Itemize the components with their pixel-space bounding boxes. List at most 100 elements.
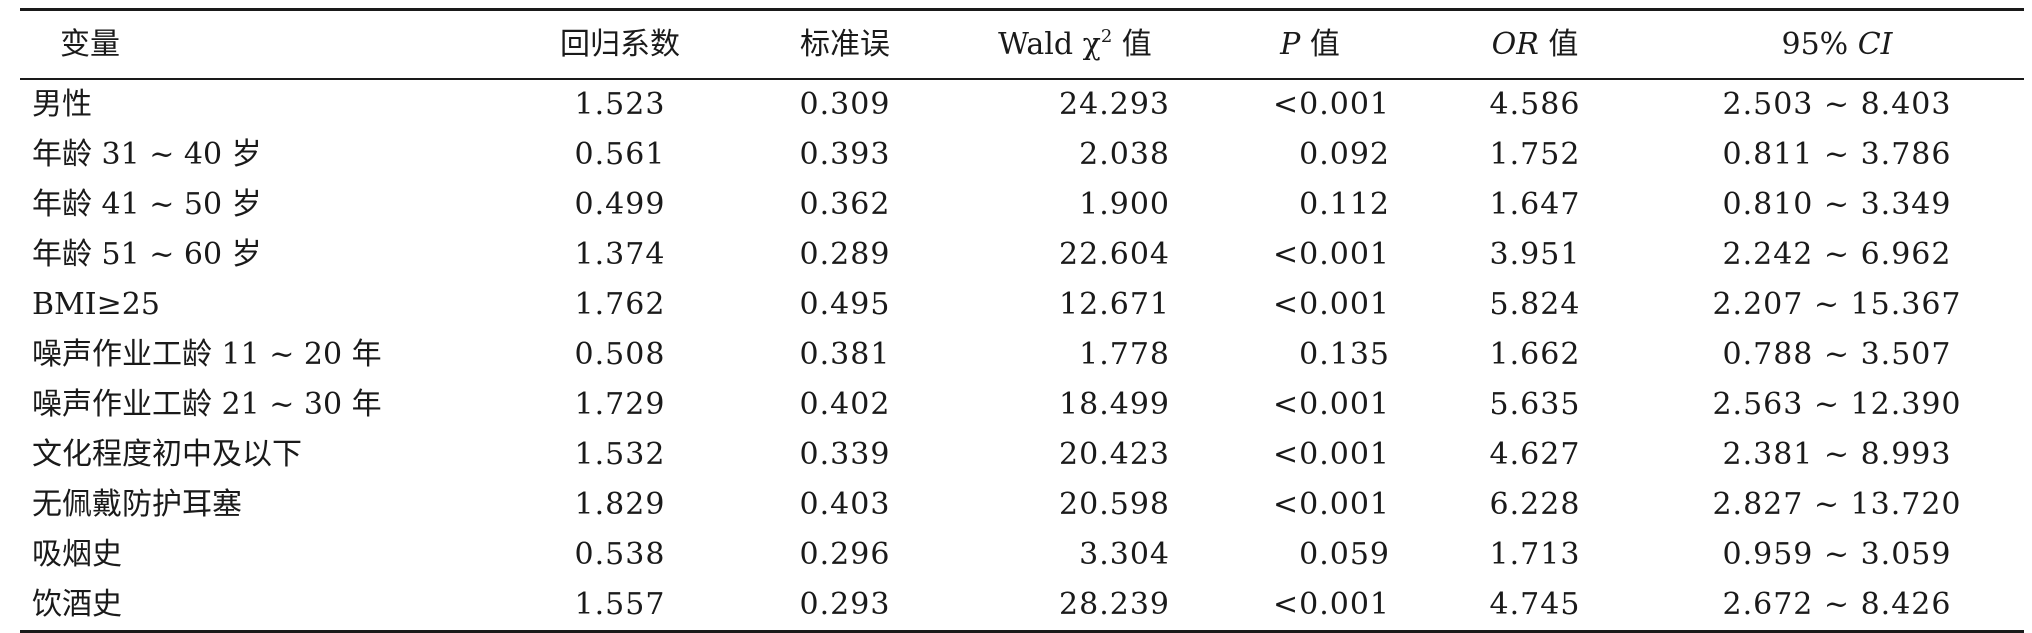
table-row: 无佩戴防护耳塞 1.829 0.403 20.598 <0.001 6.228 2.827 … — [20, 480, 2024, 530]
header-ci-prefix: 95% — [1781, 26, 1858, 62]
cell-odds-ratio: 4.745 — [1489, 587, 1581, 622]
cell-odds-ratio: 1.647 — [1489, 187, 1581, 222]
cell-variable: 饮酒史 — [32, 587, 122, 622]
cell-odds-ratio: 1.713 — [1489, 537, 1581, 572]
cell-coefficient: 0.538 — [574, 537, 666, 572]
cell-p-value: <0.001 — [1272, 437, 1390, 472]
cell-wald: 3.304 — [1079, 537, 1170, 572]
cell-variable: 噪声作业工龄 11 ~ 20 年 — [32, 337, 382, 372]
cell-standard-error: 0.296 — [799, 537, 891, 572]
table-row: 年龄 41 ~ 50 岁 0.499 0.362 1.900 0.112 1.647 0.8… — [20, 180, 2024, 230]
cell-standard-error: 0.362 — [799, 187, 891, 222]
header-p-suffix: 值 — [1300, 26, 1340, 62]
header-confidence-interval: 95% CI — [1650, 10, 2024, 80]
cell-odds-ratio: 1.662 — [1489, 337, 1581, 372]
cell-confidence-interval: 0.959 ~ 3.059 — [1722, 537, 1952, 572]
cell-odds-ratio: 4.586 — [1489, 87, 1581, 122]
cell-confidence-interval: 2.503 ~ 8.403 — [1722, 87, 1952, 122]
header-p-value: P 值 — [1200, 10, 1420, 80]
cell-coefficient: 1.729 — [574, 387, 666, 422]
cell-wald: 1.900 — [1079, 187, 1170, 222]
cell-p-value: <0.001 — [1272, 237, 1390, 272]
cell-standard-error: 0.381 — [799, 337, 891, 372]
cell-p-value: <0.001 — [1272, 487, 1390, 522]
header-wald: Wald χ2 值 — [950, 10, 1200, 80]
cell-variable: 文化程度初中及以下 — [32, 437, 302, 472]
cell-p-value: 0.112 — [1299, 187, 1390, 222]
header-or-italic: OR — [1491, 26, 1539, 62]
cell-odds-ratio: 6.228 — [1489, 487, 1581, 522]
header-standard-error: 标准误 — [800, 26, 890, 62]
cell-wald: 1.778 — [1079, 337, 1170, 372]
cell-coefficient: 1.557 — [574, 587, 666, 622]
table-row: 吸烟史 0.538 0.296 3.304 0.059 1.713 0.959 ~ 3.05… — [20, 530, 2024, 580]
cell-wald: 20.598 — [1059, 487, 1170, 522]
cell-p-value: 0.092 — [1299, 137, 1390, 172]
cell-variable: 男性 — [32, 87, 92, 122]
cell-odds-ratio: 4.627 — [1489, 437, 1581, 472]
cell-odds-ratio: 3.951 — [1489, 237, 1581, 272]
table-row: 噪声作业工龄 21 ~ 30 年 1.729 0.402 18.499 <0.001 5.… — [20, 380, 2024, 430]
cell-p-value: <0.001 — [1272, 587, 1390, 622]
cell-confidence-interval: 2.827 ~ 13.720 — [1712, 487, 1962, 522]
cell-confidence-interval: 2.381 ~ 8.993 — [1722, 437, 1952, 472]
cell-confidence-interval: 2.672 ~ 8.426 — [1722, 587, 1952, 622]
cell-p-value: <0.001 — [1272, 387, 1390, 422]
cell-standard-error: 0.403 — [799, 487, 891, 522]
cell-wald: 18.499 — [1059, 387, 1170, 422]
regression-table-container: 变量 回归系数 标准误 Wald χ2 值 P 值 OR 值 95% CI 男性… — [20, 8, 2024, 633]
cell-standard-error: 0.402 — [799, 387, 891, 422]
cell-confidence-interval: 0.788 ~ 3.507 — [1722, 337, 1952, 372]
header-p-italic: P — [1280, 26, 1301, 62]
cell-wald: 2.038 — [1079, 137, 1170, 172]
table-body: 男性 1.523 0.309 24.293 <0.001 4.586 2.503 ~ 8.4… — [20, 79, 2024, 632]
cell-wald: 28.239 — [1059, 587, 1170, 622]
header-odds-ratio: OR 值 — [1420, 10, 1650, 80]
cell-wald: 22.604 — [1059, 237, 1170, 272]
header-wald-superscript: 2 — [1100, 25, 1113, 47]
header-variable: 变量 — [60, 26, 120, 62]
cell-variable: 无佩戴防护耳塞 — [32, 487, 242, 522]
header-coefficient: 回归系数 — [560, 26, 680, 62]
cell-odds-ratio: 1.752 — [1489, 137, 1581, 172]
header-or-suffix: 值 — [1538, 26, 1579, 62]
cell-standard-error: 0.289 — [799, 237, 891, 272]
table-row: 噪声作业工龄 11 ~ 20 年 0.508 0.381 1.778 0.135 1.66… — [20, 330, 2024, 380]
table-header-row: 变量 回归系数 标准误 Wald χ2 值 P 值 OR 值 95% CI — [20, 9, 2024, 80]
cell-wald: 12.671 — [1059, 287, 1170, 322]
cell-standard-error: 0.293 — [799, 587, 891, 622]
cell-variable: 吸烟史 — [32, 537, 122, 572]
cell-coefficient: 1.374 — [574, 237, 666, 272]
cell-wald: 24.293 — [1059, 87, 1170, 122]
header-wald-prefix: Wald χ — [998, 26, 1101, 62]
table-row: BMI≥25 1.762 0.495 12.671 <0.001 5.824 2.207 ~… — [20, 280, 2024, 330]
cell-p-value: 0.059 — [1299, 537, 1390, 572]
cell-coefficient: 0.508 — [574, 337, 666, 372]
table-row: 男性 1.523 0.309 24.293 <0.001 4.586 2.503 ~ 8.4… — [20, 79, 2024, 130]
cell-variable: 年龄 51 ~ 60 岁 — [32, 237, 262, 272]
header-wald-suffix: 值 — [1112, 26, 1152, 62]
cell-standard-error: 0.339 — [799, 437, 891, 472]
cell-coefficient: 1.532 — [574, 437, 666, 472]
cell-coefficient: 1.829 — [574, 487, 666, 522]
cell-confidence-interval: 2.207 ~ 15.367 — [1712, 287, 1962, 322]
cell-coefficient: 0.561 — [574, 137, 666, 172]
cell-coefficient: 0.499 — [574, 187, 666, 222]
table-row: 年龄 31 ~ 40 岁 0.561 0.393 2.038 0.092 1.752 0.8… — [20, 130, 2024, 180]
cell-standard-error: 0.495 — [799, 287, 891, 322]
cell-confidence-interval: 0.810 ~ 3.349 — [1722, 187, 1952, 222]
cell-confidence-interval: 0.811 ~ 3.786 — [1722, 137, 1952, 172]
cell-variable: 年龄 41 ~ 50 岁 — [32, 187, 262, 222]
cell-coefficient: 1.762 — [574, 287, 666, 322]
cell-standard-error: 0.309 — [799, 87, 891, 122]
cell-coefficient: 1.523 — [574, 87, 666, 122]
header-ci-italic: CI — [1857, 26, 1893, 62]
table-row: 文化程度初中及以下 1.532 0.339 20.423 <0.001 4.627 2.38… — [20, 430, 2024, 480]
cell-odds-ratio: 5.635 — [1489, 387, 1581, 422]
table-row: 年龄 51 ~ 60 岁 1.374 0.289 22.604 <0.001 3.951 2… — [20, 230, 2024, 280]
cell-standard-error: 0.393 — [799, 137, 891, 172]
cell-p-value: <0.001 — [1272, 87, 1390, 122]
cell-confidence-interval: 2.563 ~ 12.390 — [1712, 387, 1962, 422]
cell-wald: 20.423 — [1059, 437, 1170, 472]
cell-variable: 噪声作业工龄 21 ~ 30 年 — [32, 387, 382, 422]
